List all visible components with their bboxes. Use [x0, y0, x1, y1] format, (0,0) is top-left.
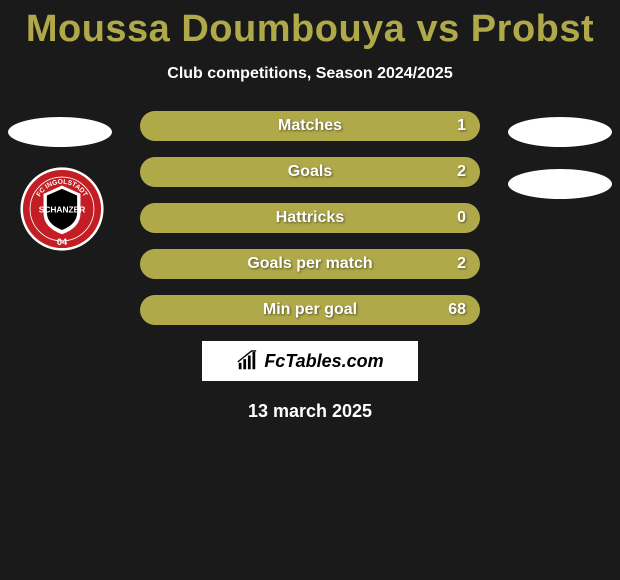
- brand-box: FcTables.com: [202, 341, 418, 381]
- stat-label: Goals: [140, 157, 480, 187]
- comparison-body: SCHANZER FC INGOLSTADT 04 Matches 1 Goal…: [0, 111, 620, 422]
- stat-label: Hattricks: [140, 203, 480, 233]
- brand-text: FcTables.com: [264, 351, 383, 372]
- comparison-subtitle: Club competitions, Season 2024/2025: [0, 65, 620, 83]
- comparison-title: Moussa Doumbouya vs Probst: [0, 0, 620, 51]
- stat-row-min-per-goal: Min per goal 68: [140, 295, 480, 325]
- stat-value: 0: [457, 203, 466, 233]
- stat-value: 2: [457, 157, 466, 187]
- stat-label: Matches: [140, 111, 480, 141]
- player2-oval-1: [508, 117, 612, 147]
- stat-value: 68: [448, 295, 466, 325]
- stat-value: 2: [457, 249, 466, 279]
- club-shield-text: SCHANZER: [39, 204, 86, 214]
- stats-container: Matches 1 Goals 2 Hattricks 0 Goals per …: [140, 111, 480, 325]
- stat-value: 1: [457, 111, 466, 141]
- player2-oval-2: [508, 169, 612, 199]
- club-logo: SCHANZER FC INGOLSTADT 04: [20, 167, 104, 251]
- stat-label: Min per goal: [140, 295, 480, 325]
- stat-row-goals-per-match: Goals per match 2: [140, 249, 480, 279]
- player1-oval: [8, 117, 112, 147]
- club-year-text: 04: [57, 237, 68, 247]
- club-logo-svg: SCHANZER FC INGOLSTADT 04: [20, 167, 104, 251]
- stat-row-goals: Goals 2: [140, 157, 480, 187]
- stat-row-hattricks: Hattricks 0: [140, 203, 480, 233]
- stat-row-matches: Matches 1: [140, 111, 480, 141]
- stat-label: Goals per match: [140, 249, 480, 279]
- bar-chart-icon: [236, 350, 258, 372]
- comparison-date: 13 march 2025: [0, 401, 620, 422]
